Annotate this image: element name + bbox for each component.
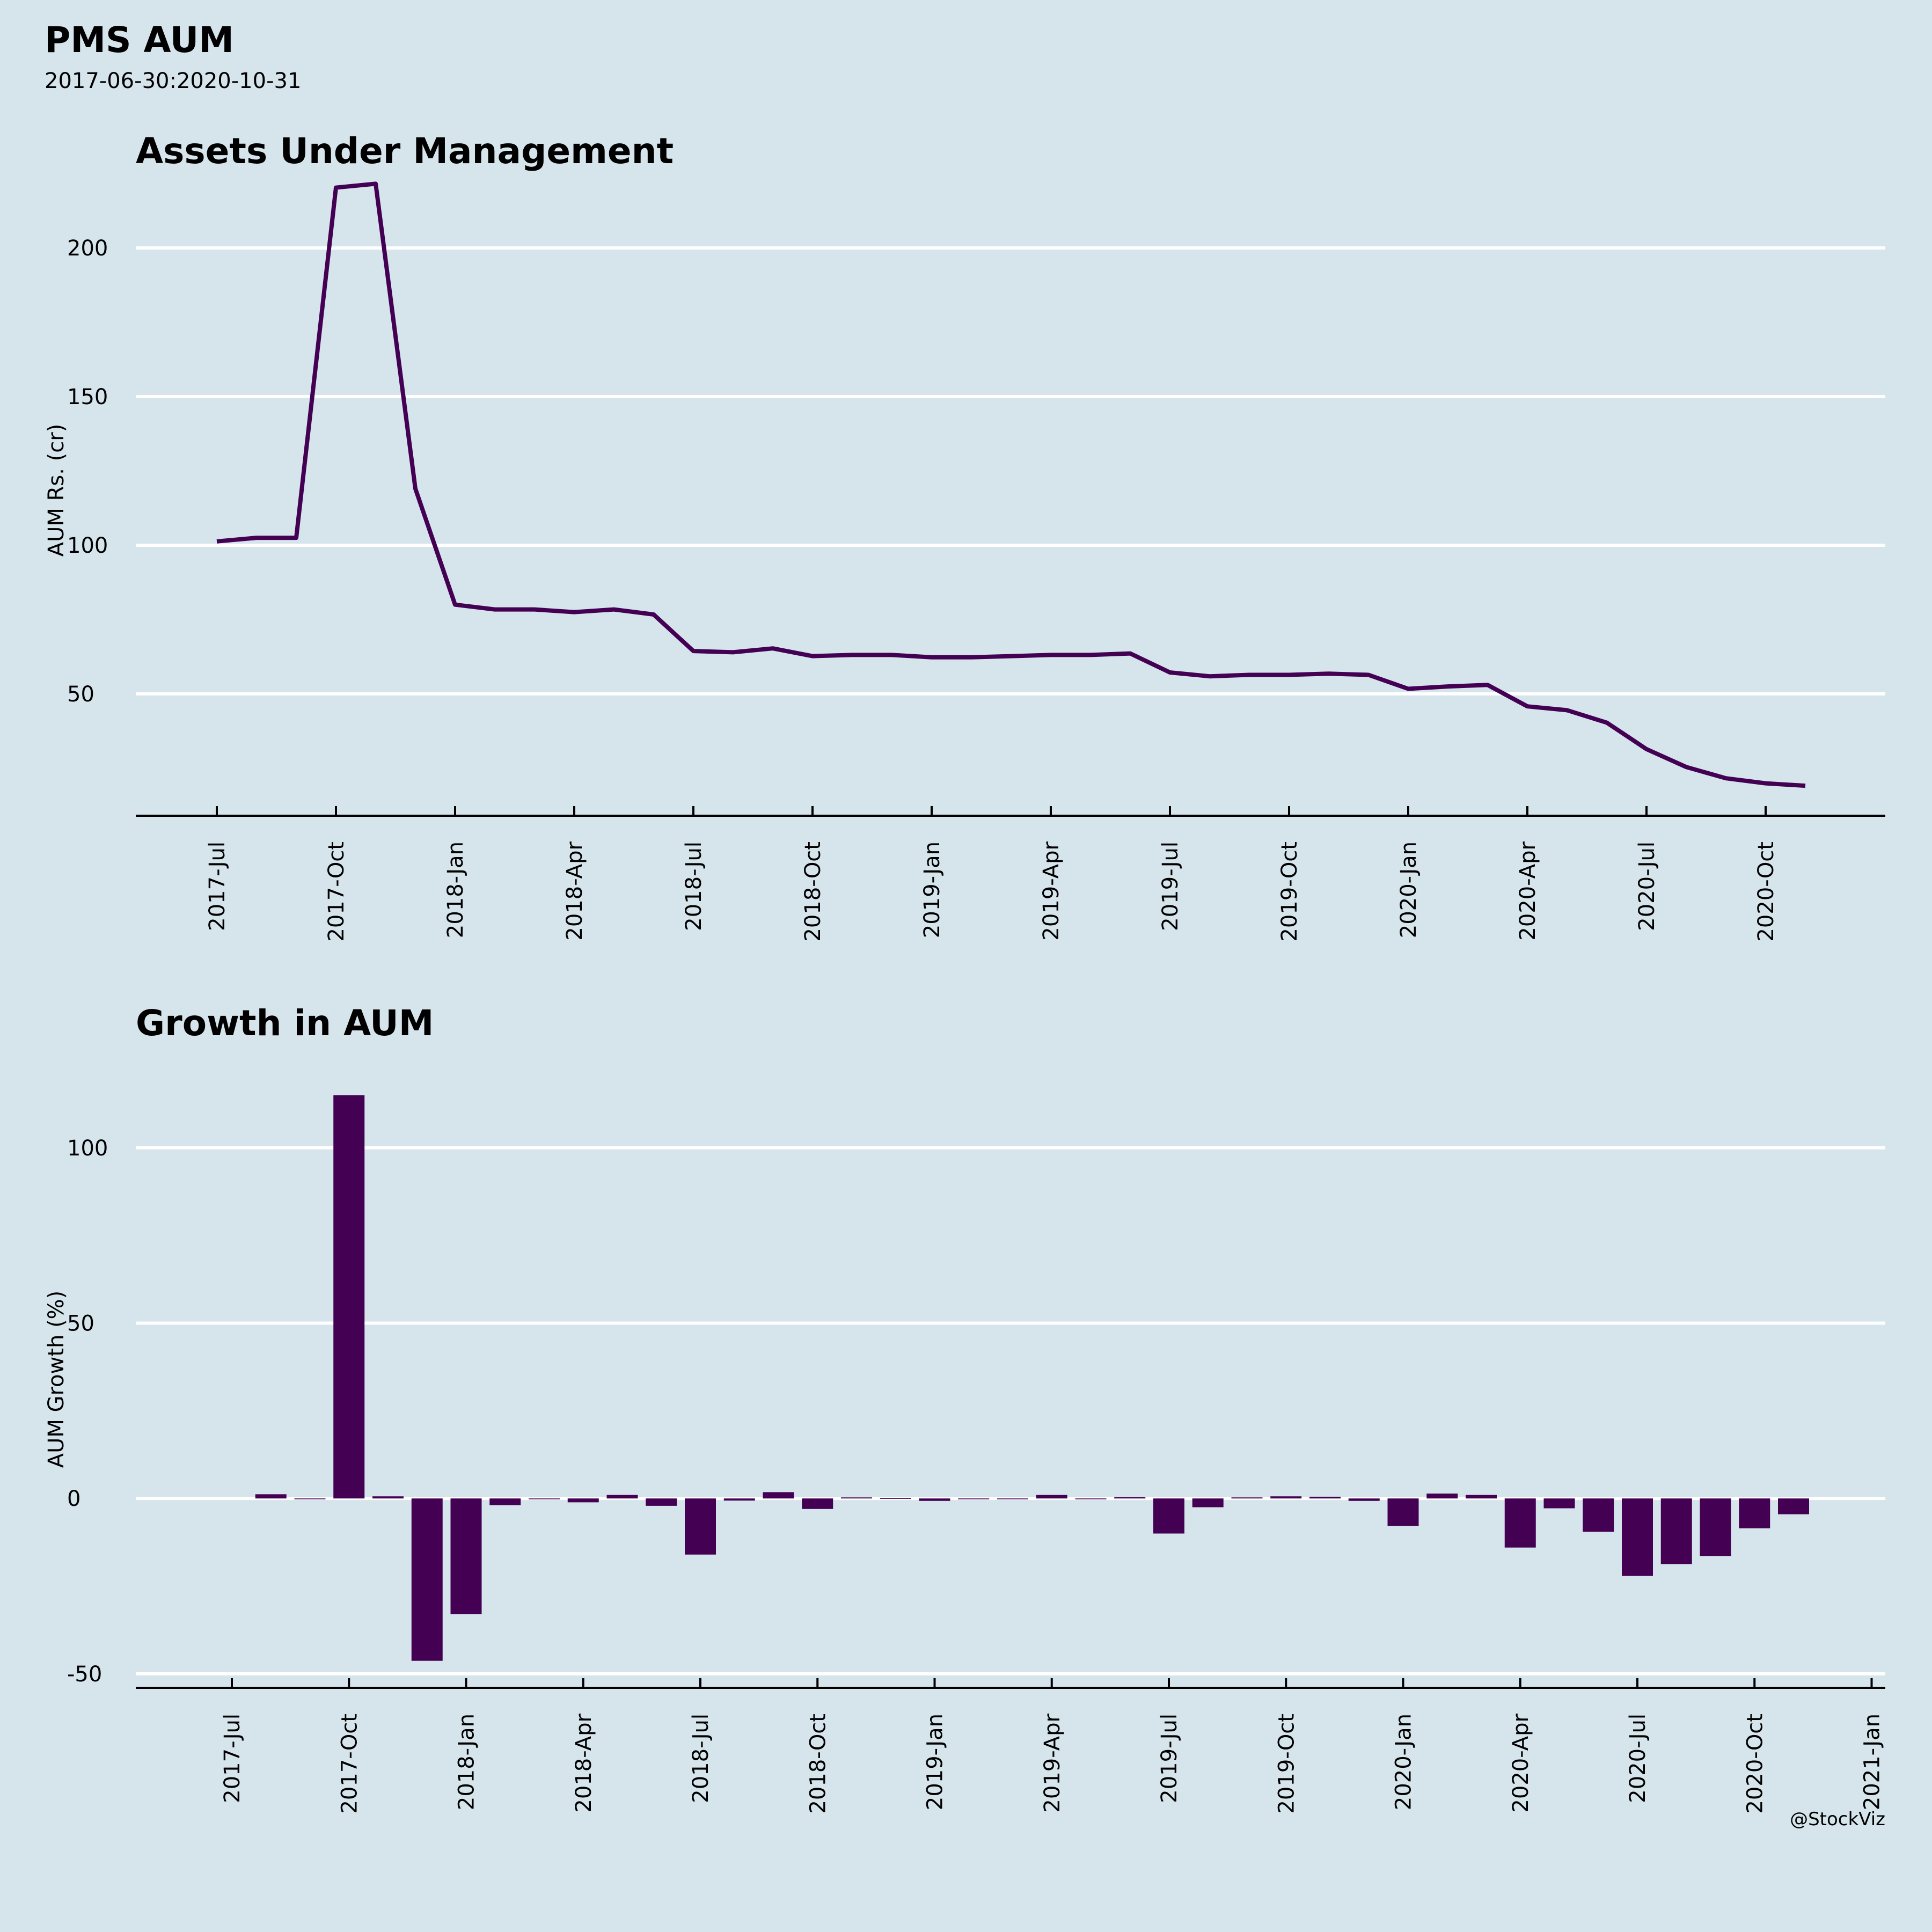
growth-bar xyxy=(411,1498,443,1661)
x-tick-label: 2019-Apr xyxy=(1039,841,1064,940)
growth-bar xyxy=(997,1498,1028,1499)
credit-label: @StockViz xyxy=(1790,1809,1885,1830)
growth-bar xyxy=(1231,1497,1263,1499)
growth-bar xyxy=(1348,1498,1380,1501)
x-tick-label: 2018-Apr xyxy=(562,841,587,940)
growth-bar xyxy=(1622,1498,1653,1576)
growth-bar xyxy=(958,1498,990,1499)
x-tick-label: 2020-Jan xyxy=(1392,1714,1416,1810)
growth-bar xyxy=(763,1492,794,1499)
growth-bar xyxy=(450,1498,482,1614)
x-tick-label: 2019-Apr xyxy=(1040,1713,1065,1812)
x-tick-label: 2019-Jan xyxy=(920,841,945,938)
x-tick-label: 2019-Oct xyxy=(1274,1714,1299,1814)
growth-chart-title: Growth in AUM xyxy=(136,1002,434,1044)
growth-bar xyxy=(1504,1498,1536,1548)
growth-bar xyxy=(1309,1496,1341,1499)
x-tick-label: 2020-Apr xyxy=(1516,841,1540,940)
growth-bar xyxy=(919,1498,950,1501)
x-tick-label: 2020-Jul xyxy=(1626,1714,1650,1803)
x-tick-label: 2019-Jan xyxy=(923,1714,948,1810)
growth-bar xyxy=(1700,1498,1731,1556)
growth-bar xyxy=(1075,1498,1107,1499)
y-tick-label: 100 xyxy=(67,533,108,558)
x-tick-label: 2017-Jul xyxy=(220,1714,245,1803)
growth-bar xyxy=(880,1498,911,1499)
growth-bar xyxy=(1426,1494,1458,1499)
growth-bar xyxy=(685,1498,716,1555)
x-tick-label: 2018-Oct xyxy=(806,1714,830,1814)
date-range-subtitle: 2017-06-30:2020-10-31 xyxy=(45,69,302,93)
growth-bar xyxy=(646,1498,677,1506)
y-axis-title: AUM Rs. (cr) xyxy=(44,424,69,557)
growth-bar xyxy=(1270,1496,1302,1499)
growth-bar xyxy=(1387,1498,1419,1526)
growth-bar xyxy=(372,1496,404,1499)
x-tick-label: 2019-Jul xyxy=(1158,841,1183,931)
growth-bar xyxy=(333,1095,365,1499)
growth-bar xyxy=(567,1498,599,1503)
x-tick-label: 2020-Jan xyxy=(1396,841,1421,938)
x-tick-label: 2019-Oct xyxy=(1277,841,1302,942)
growth-bar xyxy=(1778,1498,1809,1514)
growth-bar xyxy=(489,1498,521,1505)
growth-bar xyxy=(1543,1498,1575,1509)
x-tick-label: 2020-Apr xyxy=(1509,1713,1533,1812)
y-tick-label: 50 xyxy=(67,1311,94,1336)
y-tick-label: -50 xyxy=(67,1662,102,1687)
growth-bar xyxy=(1739,1498,1770,1528)
growth-bar xyxy=(1660,1498,1692,1564)
x-tick-label: 2017-Oct xyxy=(324,841,349,942)
growth-bar xyxy=(1583,1498,1614,1532)
x-tick-label: 2018-Jul xyxy=(689,1714,713,1803)
aum-growth-bar-chart: -50 0 50 100 AUM Growth (%) 2017-Jul 2017-Oct 2… xyxy=(44,1095,1885,1814)
x-tick-label: 2020-Oct xyxy=(1743,1714,1767,1814)
growth-bar xyxy=(802,1498,833,1509)
page-title: PMS AUM xyxy=(45,19,234,61)
y-tick-label: 50 xyxy=(67,682,94,707)
x-tick-label: 2017-Oct xyxy=(337,1714,362,1814)
aum-chart-title: Assets Under Management xyxy=(136,130,674,172)
x-tick-label: 2018-Jan xyxy=(455,1714,479,1810)
growth-bar xyxy=(529,1498,560,1499)
x-tick-label: 2019-Jul xyxy=(1157,1714,1182,1803)
y-tick-label: 0 xyxy=(67,1487,80,1511)
x-tick-label: 2017-Jul xyxy=(205,841,230,931)
growth-bar xyxy=(841,1497,872,1499)
y-tick-label: 150 xyxy=(67,385,108,409)
growth-bar xyxy=(294,1498,326,1499)
x-tick-label: 2021-Jan xyxy=(1860,1714,1885,1810)
x-tick-label: 2018-Oct xyxy=(801,841,825,942)
growth-bar xyxy=(1192,1498,1224,1507)
growth-bar xyxy=(1036,1495,1067,1499)
aum-series-line xyxy=(216,181,1806,788)
growth-bar xyxy=(723,1498,755,1501)
x-tick-label: 2018-Apr xyxy=(572,1713,596,1812)
growth-bar xyxy=(1114,1497,1146,1499)
y-tick-label: 200 xyxy=(67,236,108,261)
aum-line-chart: 50 100 150 200 AUM Rs. (cr) 2017-Jul 2017-Oct 2… xyxy=(44,181,1885,942)
x-tick-label: 2020-Oct xyxy=(1754,841,1779,942)
x-tick-label: 2018-Jan xyxy=(443,841,468,938)
x-tick-label: 2018-Jul xyxy=(682,841,706,931)
x-tick-label: 2020-Jul xyxy=(1635,841,1659,931)
growth-bar xyxy=(1466,1495,1497,1499)
growth-bar xyxy=(606,1495,638,1499)
y-axis-title: AUM Growth (%) xyxy=(44,1291,69,1468)
growth-bar xyxy=(1153,1498,1184,1534)
growth-bar xyxy=(255,1494,287,1499)
y-tick-label: 100 xyxy=(67,1136,108,1161)
